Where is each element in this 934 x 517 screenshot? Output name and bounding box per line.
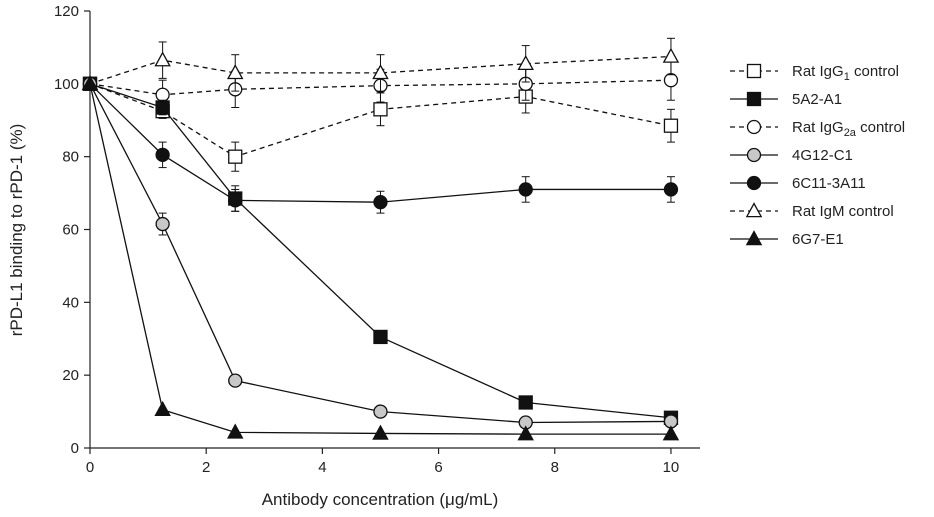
axes: 0 20 40 60 80 100 120 0 2 4 6 8 10 (54, 3, 700, 476)
data-point (517, 425, 534, 441)
x-tick-label: 6 (434, 459, 442, 476)
data-point (663, 182, 679, 197)
series-line (89, 83, 671, 435)
y-tick-label: 0 (71, 440, 79, 457)
y-tick-label: 60 (62, 222, 79, 239)
y-tick-label: 120 (54, 3, 79, 20)
x-tick-label: 2 (202, 459, 210, 476)
y-tick-label: 100 (54, 76, 79, 93)
series-line (89, 79, 671, 96)
x-tick-label: 8 (551, 459, 559, 476)
data-point (226, 423, 244, 439)
data-point (155, 216, 170, 232)
data-point (373, 404, 388, 419)
legend-marker (745, 202, 763, 218)
x-tick-label: 10 (663, 459, 680, 476)
legend-marker (746, 91, 762, 107)
legend: Rat IgG1 control 5A2-A1 Rat IgG2a control 4… (730, 63, 905, 248)
series-line (89, 83, 672, 419)
data-point (373, 195, 388, 210)
legend-label: 5A2-A1 (792, 91, 842, 108)
data-point (518, 182, 533, 197)
data-point (517, 54, 534, 71)
data-point (373, 102, 388, 117)
legend-item-5: Rat IgM control (730, 202, 894, 220)
x-axis-title: Antibody concentration (μg/mL) (262, 490, 499, 509)
legend-label: Rat IgM control (792, 203, 894, 220)
y-tick-label: 40 (62, 294, 79, 311)
legend-item-2: Rat IgG2a control (730, 119, 905, 139)
data-point (662, 47, 680, 63)
data-point (226, 64, 244, 80)
data-point (155, 87, 170, 102)
y-tick-label: 20 (62, 367, 79, 384)
data-point (228, 191, 243, 206)
series-line (89, 83, 672, 158)
data-point (81, 75, 99, 91)
data-point (372, 64, 389, 80)
series-line (89, 83, 671, 424)
data-point (663, 118, 679, 133)
data-point (663, 73, 679, 88)
series-3 (82, 76, 679, 430)
data-point (228, 373, 243, 388)
legend-label: Rat IgG1 control (792, 63, 899, 83)
series-6 (81, 75, 680, 441)
legend-item-3: 4G12-C1 (730, 147, 853, 164)
y-axis-title: rPD-L1 binding to rPD-1 (%) (7, 124, 26, 337)
series-1 (82, 76, 679, 425)
x-tick-label: 0 (86, 459, 94, 476)
series-line (89, 55, 671, 85)
data-point (518, 395, 533, 410)
data-point (662, 425, 680, 441)
plot-area (81, 37, 680, 441)
legend-marker (746, 119, 762, 135)
legend-marker (746, 63, 762, 79)
data-point (154, 51, 171, 67)
legend-item-4: 6C11-3A11 (730, 175, 866, 192)
data-point (155, 147, 170, 162)
legend-item-6: 6G7-E1 (730, 230, 844, 248)
legend-marker (746, 147, 762, 163)
y-tick-label: 80 (62, 149, 79, 166)
legend-label: Rat IgG2a control (792, 119, 905, 139)
legend-marker (746, 175, 762, 191)
data-point (372, 424, 389, 440)
legend-marker (745, 230, 763, 246)
legend-label: 6G7-E1 (792, 231, 844, 248)
legend-item-0: Rat IgG1 control (730, 63, 899, 83)
data-point (373, 329, 388, 345)
data-point (154, 400, 171, 417)
legend-item-1: 5A2-A1 (730, 91, 842, 108)
series-5 (81, 37, 680, 92)
x-tick-label: 4 (318, 459, 326, 476)
legend-label: 6C11-3A11 (792, 175, 866, 192)
data-point (228, 149, 243, 164)
data-point (155, 100, 170, 115)
series-line (89, 83, 671, 203)
legend-label: 4G12-C1 (792, 147, 853, 164)
